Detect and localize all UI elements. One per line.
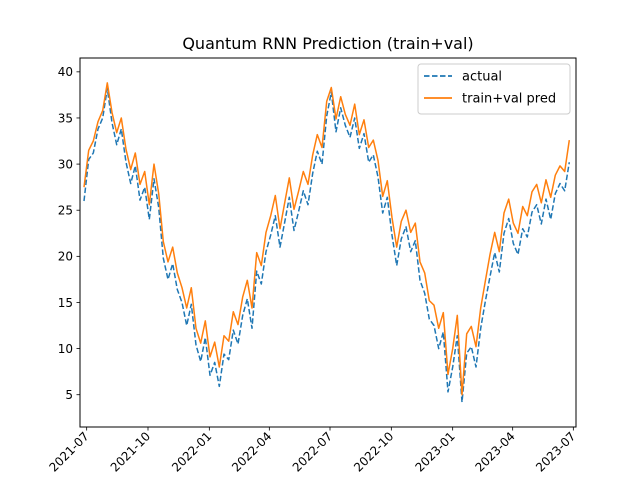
y-tick-label: 25	[58, 204, 73, 218]
chart-title: Quantum RNN Prediction (train+val)	[182, 34, 473, 53]
plot-frame	[79, 57, 577, 428]
y-tick-label: 5	[65, 388, 73, 402]
legend: actual train+val pred	[417, 63, 571, 115]
legend-box	[417, 63, 571, 115]
y-tick-label: 35	[58, 111, 73, 125]
series-line-actual	[83, 87, 571, 403]
plot-content	[83, 82, 571, 403]
y-axis: 5 10 15 20 25 30 35 40	[58, 65, 80, 402]
y-tick-label: 10	[58, 342, 73, 356]
y-tick-label: 30	[58, 157, 73, 171]
legend-label-train-val-pred: train+val pred	[462, 92, 556, 107]
y-tick-label: 20	[58, 250, 73, 264]
series-line-train-val-pred	[83, 82, 571, 396]
y-tick-label: 15	[58, 296, 73, 310]
legend-label-actual: actual	[462, 70, 502, 85]
y-tick-label: 40	[58, 65, 73, 79]
